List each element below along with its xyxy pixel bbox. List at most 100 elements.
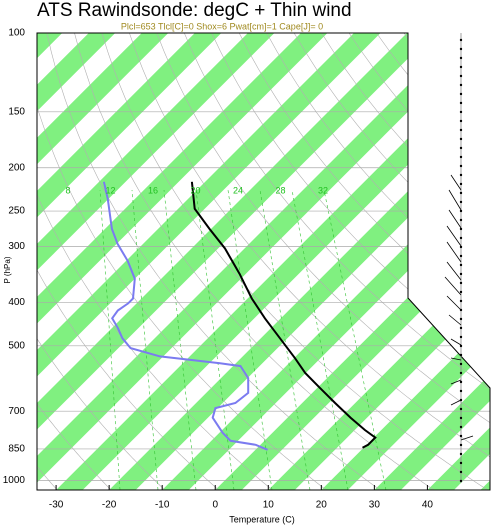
profile-line — [190, 181, 377, 449]
wind-dot — [459, 191, 463, 195]
isotherm-band — [56, 33, 490, 490]
isotherm-band — [37, 33, 328, 490]
dry-adiabat — [156, 33, 490, 490]
x-tick-label: 40 — [422, 500, 434, 511]
mixing-ratio-label: 32 — [318, 185, 328, 195]
wind-dot — [459, 335, 463, 339]
x-tick-label: 0 — [212, 500, 218, 511]
mixing-ratio-line — [131, 189, 159, 490]
wind-dot — [459, 461, 463, 465]
x-axis-label: Temperature (C) — [229, 514, 295, 524]
isotherm-band — [37, 33, 275, 490]
dry-adiabat — [37, 33, 327, 490]
wind-dot — [459, 119, 463, 123]
y-tick-label: 700 — [8, 406, 25, 417]
wind-dot — [459, 155, 463, 159]
wind-dot — [459, 263, 463, 267]
wind-dot — [459, 47, 463, 51]
isotherm-band — [37, 33, 169, 490]
wind-dot — [459, 254, 463, 258]
wind-dot — [459, 353, 463, 357]
wind-dot — [459, 452, 463, 456]
y-axis-label: P (hPa) — [3, 256, 12, 283]
wind-dot — [459, 65, 463, 69]
wind-dot — [459, 407, 463, 411]
wind-dot — [459, 272, 463, 276]
wind-dot — [459, 362, 463, 366]
plot-frame — [36, 32, 491, 491]
wind-dot — [459, 434, 463, 438]
y-tick-label: 200 — [8, 162, 25, 173]
wind-dot — [459, 173, 463, 177]
y-tick-label: 100 — [8, 28, 25, 39]
mixing-ratio-line — [291, 189, 349, 490]
wind-dot — [459, 164, 463, 168]
wind-dot — [459, 443, 463, 447]
wind-dot — [459, 56, 463, 60]
mixing-ratio-label: 12 — [105, 185, 115, 195]
dry-adiabat — [129, 33, 490, 490]
dry-adiabat — [238, 33, 490, 490]
y-tick-label: 1000 — [3, 475, 26, 486]
wind-dot — [459, 344, 463, 348]
x-tick-label: -30 — [49, 500, 64, 511]
wind-dot — [459, 218, 463, 222]
dry-adiabat — [348, 33, 490, 490]
wind-dot — [459, 245, 463, 249]
y-tick-label: 300 — [8, 241, 25, 252]
isotherm-band — [37, 33, 381, 490]
wind-dot — [459, 101, 463, 105]
mixing-ratio-label: 24 — [233, 185, 243, 195]
mixing-ratio-label: 8 — [65, 185, 70, 195]
dry-adiabat — [46, 33, 381, 490]
dry-adiabat — [37, 33, 112, 490]
x-tick-label: 10 — [263, 500, 275, 511]
wind-dot — [459, 470, 463, 474]
isotherm-band — [268, 33, 490, 490]
wind-dot — [459, 425, 463, 429]
mixing-ratio-line — [259, 189, 311, 490]
wind-dot — [459, 299, 463, 303]
y-tick-label: 400 — [8, 297, 25, 308]
mixing-ratio-line — [195, 189, 235, 490]
wind-dot — [459, 137, 463, 141]
wind-dot — [459, 416, 463, 420]
wind-dot — [459, 380, 463, 384]
y-tick-label: 500 — [8, 340, 25, 351]
wind-dot — [459, 317, 463, 321]
profile-line — [102, 181, 268, 451]
chart-title: ATS Rawindsonde: degC + Thin wind — [37, 0, 352, 21]
dry-adiabat — [37, 33, 219, 490]
wind-dot — [459, 290, 463, 294]
mixing-ratio-label: 16 — [148, 185, 158, 195]
plot-background — [37, 33, 490, 490]
dry-adiabat — [74, 33, 434, 490]
wind-dot — [459, 209, 463, 213]
dry-adiabat — [37, 33, 273, 490]
wind-dot — [459, 398, 463, 402]
wind-dot — [459, 182, 463, 186]
wind-dot — [459, 128, 463, 132]
isotherm-band — [37, 33, 222, 490]
mixing-ratio-line — [163, 189, 197, 490]
wind-dot — [459, 236, 463, 240]
y-tick-label: 850 — [8, 444, 25, 455]
y-tick-label: 150 — [8, 106, 25, 117]
chart-subtitle: Plcl=653 Tlcl[C]=0 Shox=6 Pwat[cm]=1 Cap… — [121, 21, 323, 31]
dry-adiabat — [486, 33, 490, 490]
wind-dot — [459, 92, 463, 96]
mixing-ratio-label: 20 — [190, 185, 200, 195]
mixing-ratio-line — [99, 189, 121, 490]
x-tick-label: 30 — [369, 500, 381, 511]
wind-dot — [459, 281, 463, 285]
wind-dot — [459, 227, 463, 231]
wind-dot — [459, 110, 463, 114]
wind-dot — [459, 200, 463, 204]
x-tick-label: 20 — [316, 500, 328, 511]
wind-dot — [459, 479, 463, 483]
wind-dot — [459, 308, 463, 312]
isotherm-band — [162, 33, 490, 490]
y-tick-label: 250 — [8, 206, 25, 217]
dry-adiabat — [101, 33, 488, 490]
wind-dots — [459, 38, 463, 483]
